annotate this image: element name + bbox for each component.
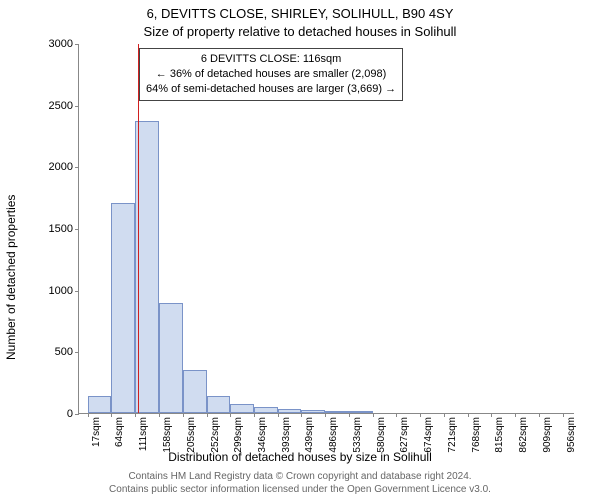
x-tick-label: 580sqm [376, 417, 387, 453]
x-tick-mark [135, 413, 136, 417]
x-tick-mark [468, 413, 469, 417]
x-tick-label: 862sqm [518, 417, 529, 453]
title-address: 6, DEVITTS CLOSE, SHIRLEY, SOLIHULL, B90… [0, 6, 600, 21]
x-tick-mark [159, 413, 160, 417]
x-tick-mark [111, 413, 112, 417]
histogram-bar [278, 409, 301, 413]
y-tick-mark [75, 414, 79, 415]
y-tick-label: 500 [29, 346, 79, 358]
y-tick-mark [75, 291, 79, 292]
histogram-bar [207, 396, 231, 413]
x-tick-mark [278, 413, 279, 417]
histogram-bar [325, 411, 349, 413]
x-tick-label: 111sqm [138, 417, 149, 451]
x-tick-label: 393sqm [281, 417, 292, 453]
histogram-bar [349, 411, 373, 413]
x-tick-mark [444, 413, 445, 417]
x-tick-mark [539, 413, 540, 417]
x-tick-mark [563, 413, 564, 417]
x-tick-label: 674sqm [423, 417, 434, 453]
x-tick-mark [373, 413, 374, 417]
x-tick-mark [301, 413, 302, 417]
footer: Contains HM Land Registry data © Crown c… [0, 470, 600, 496]
annotation-box: 6 DEVITTS CLOSE: 116sqm ← 36% of detache… [139, 48, 403, 101]
x-tick-mark [230, 413, 231, 417]
y-tick-label: 0 [29, 408, 79, 420]
plot-area: 05001000150020002500300017sqm64sqm111sqm… [78, 44, 574, 414]
y-tick-label: 2500 [29, 100, 79, 112]
histogram-bar [183, 370, 207, 413]
x-tick-label: 486sqm [328, 417, 339, 453]
x-tick-mark [88, 413, 89, 417]
y-tick-mark [75, 167, 79, 168]
x-tick-label: 533sqm [352, 417, 363, 453]
title-subtitle: Size of property relative to detached ho… [0, 24, 600, 39]
y-tick-label: 2000 [29, 161, 79, 173]
y-tick-mark [75, 106, 79, 107]
histogram-bar [301, 410, 325, 413]
x-tick-mark [183, 413, 184, 417]
x-axis-label: Distribution of detached houses by size … [0, 450, 600, 464]
histogram-bar [254, 407, 278, 413]
x-tick-mark [491, 413, 492, 417]
annotation-line3: 64% of semi-detached houses are larger (… [146, 82, 396, 97]
x-tick-label: 252sqm [210, 417, 221, 453]
y-tick-label: 3000 [29, 38, 79, 50]
x-tick-mark [515, 413, 516, 417]
x-tick-mark [396, 413, 397, 417]
histogram-bar [88, 396, 112, 413]
chart-container: 6, DEVITTS CLOSE, SHIRLEY, SOLIHULL, B90… [0, 0, 600, 500]
x-tick-mark [349, 413, 350, 417]
y-tick-mark [75, 352, 79, 353]
x-tick-mark [325, 413, 326, 417]
y-axis-label: Number of detached properties [4, 195, 18, 360]
histogram-bar [230, 404, 254, 413]
y-tick-mark [75, 44, 79, 45]
x-tick-label: 721sqm [447, 417, 458, 453]
histogram-bar [159, 303, 183, 413]
x-tick-label: 439sqm [304, 417, 315, 453]
x-tick-label: 64sqm [114, 417, 125, 447]
footer-line1: Contains HM Land Registry data © Crown c… [0, 470, 600, 483]
x-tick-label: 158sqm [162, 417, 173, 453]
x-tick-label: 17sqm [91, 417, 102, 447]
x-tick-label: 205sqm [186, 417, 197, 453]
y-tick-label: 1000 [29, 285, 79, 297]
x-tick-label: 909sqm [542, 417, 553, 453]
y-tick-mark [75, 229, 79, 230]
x-tick-label: 815sqm [494, 417, 505, 453]
x-tick-mark [254, 413, 255, 417]
x-tick-mark [420, 413, 421, 417]
x-tick-mark [207, 413, 208, 417]
x-tick-label: 627sqm [399, 417, 410, 453]
y-tick-label: 1500 [29, 223, 79, 235]
x-tick-label: 768sqm [471, 417, 482, 453]
x-tick-label: 346sqm [257, 417, 268, 453]
histogram-bar [135, 121, 159, 413]
annotation-line2: ← 36% of detached houses are smaller (2,… [146, 67, 396, 82]
x-tick-label: 299sqm [233, 417, 244, 453]
footer-line2: Contains public sector information licen… [0, 483, 600, 496]
x-tick-label: 956sqm [566, 417, 577, 453]
annotation-line1: 6 DEVITTS CLOSE: 116sqm [146, 52, 396, 67]
histogram-bar [111, 203, 135, 413]
